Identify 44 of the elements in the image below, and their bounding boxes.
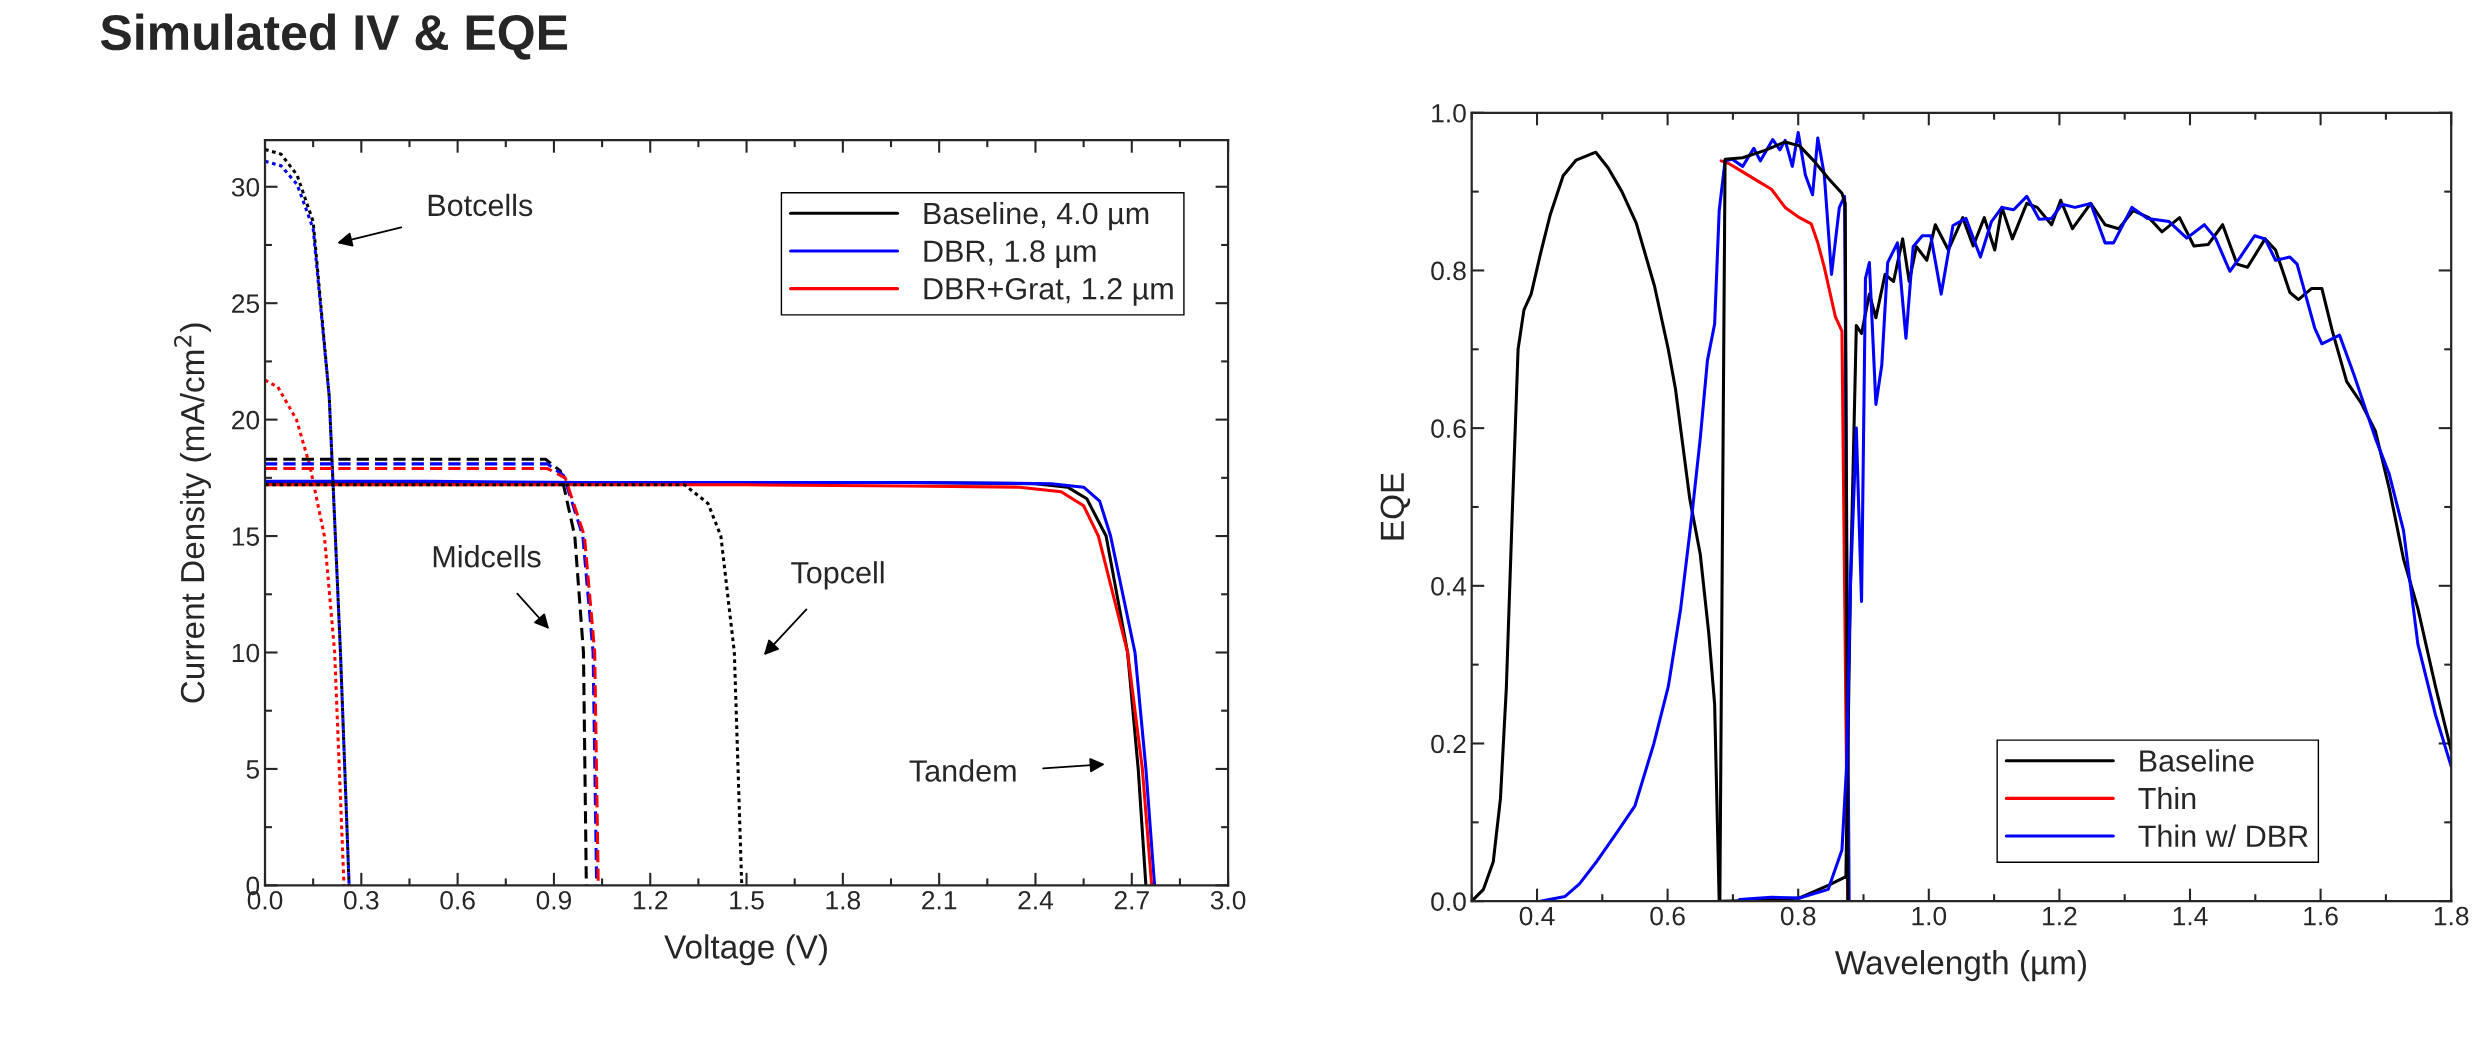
annotation: Botcells <box>428 193 533 217</box>
x-axis-title: Wavelength (µm) <box>1835 950 2086 982</box>
x-tick-label: 2.7 <box>1114 890 1149 910</box>
x-tick-label: 2.4 <box>1018 890 1054 910</box>
x-tick-label: 1.0 <box>1912 906 1947 926</box>
y-tick-label: 30 <box>231 177 260 197</box>
legend-label: Thin <box>2138 786 2196 810</box>
y-tick-label: 10 <box>232 643 260 663</box>
annotation: Midcells <box>433 545 541 568</box>
y-tick-label: 25 <box>232 294 260 314</box>
chart-title: Simulated IV & EQE <box>100 13 568 60</box>
y-tick-label: 0.8 <box>1431 261 1466 281</box>
x-tick-label: 0.4 <box>1519 906 1555 926</box>
legend-label: DBR, 1.8 µm <box>924 240 1096 269</box>
x-tick-label: 0.6 <box>440 890 475 910</box>
x-tick-label: 3.0 <box>1210 890 1246 910</box>
y-tick-label: 20 <box>232 410 260 430</box>
x-tick-label: 1.8 <box>826 890 861 910</box>
y-tick-label: 0.2 <box>1431 734 1466 754</box>
y-tick-label: 1.0 <box>1432 103 1466 123</box>
x-tick-label: 2.1 <box>922 890 957 910</box>
x-tick-label: 1.2 <box>633 890 668 910</box>
annotation: Tandem <box>909 759 1016 782</box>
x-tick-label: 0.8 <box>1780 906 1816 926</box>
y-tick-label: 0.4 <box>1431 576 1467 596</box>
legend-label: Baseline, 4.0 µm <box>924 201 1149 231</box>
x-tick-label: 0.9 <box>536 890 572 910</box>
y-tick-label: 0.6 <box>1431 419 1466 438</box>
y-axis-title: Current Density (mA/cm$^{2}$) <box>174 323 212 703</box>
x-tick-label: 1.4 <box>2173 907 2208 926</box>
legend-label: Baseline <box>2140 749 2254 772</box>
x-tick-label: 1.5 <box>730 891 764 910</box>
x-tick-label: 1.2 <box>2043 906 2077 926</box>
y-tick-label: 15 <box>232 527 260 546</box>
legend-label: Thin w/ DBR <box>2138 824 2308 848</box>
x-axis-title: Voltage (V) <box>664 934 827 966</box>
x-tick-label: 0.3 <box>344 890 379 910</box>
annotation: Topcell <box>791 561 884 590</box>
x-tick-label: 1.8 <box>2434 906 2469 926</box>
y-tick-label: 5 <box>246 760 260 779</box>
x-tick-label: 0.6 <box>1650 906 1685 926</box>
y-axis-title: EQE <box>1380 473 1411 540</box>
legend-label: DBR+Grat, 1.2 µm <box>924 277 1173 306</box>
x-tick-label: 1.6 <box>2304 906 2338 926</box>
